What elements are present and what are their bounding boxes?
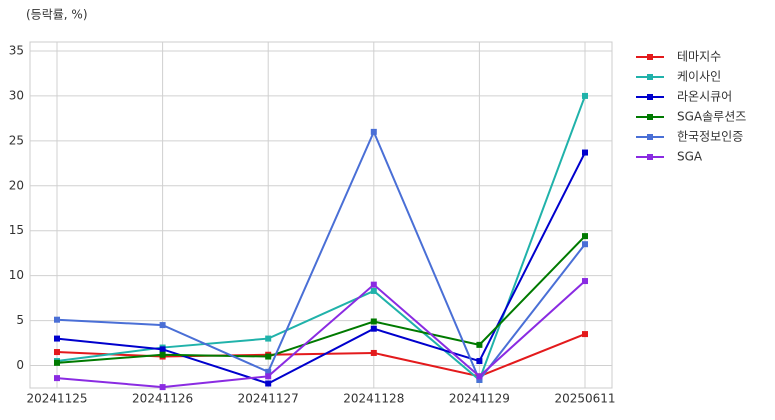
legend-marker	[647, 74, 653, 80]
point-marker	[476, 358, 483, 365]
legend-label: 케이사인	[677, 70, 721, 84]
point-marker	[159, 322, 166, 329]
legend-marker	[647, 94, 653, 100]
legend-label: 한국정보인증	[677, 130, 743, 144]
legend-marker	[647, 154, 653, 160]
point-marker	[370, 325, 377, 332]
point-marker	[370, 349, 377, 356]
point-marker	[265, 380, 272, 387]
y-tick-label: 20	[9, 178, 24, 192]
legend-label: 테마지수	[677, 50, 721, 64]
point-marker	[265, 335, 272, 342]
point-marker	[476, 376, 483, 383]
point-marker	[370, 128, 377, 135]
point-marker	[54, 349, 60, 356]
chart-title: (등락률, %)	[26, 8, 88, 22]
point-marker	[582, 278, 588, 285]
point-marker	[582, 149, 588, 156]
legend-marker	[647, 134, 653, 140]
point-marker	[370, 287, 377, 294]
y-tick-label: 25	[9, 133, 24, 147]
point-marker	[476, 341, 483, 348]
x-tick-label: 20241129	[449, 392, 510, 406]
series-line	[56, 129, 586, 382]
point-marker	[54, 359, 60, 366]
x-tick-label: 20241127	[238, 392, 299, 406]
x-tick-label: 20250611	[554, 392, 615, 406]
y-tick-label: 5	[16, 313, 24, 327]
y-tick-label: 10	[9, 268, 24, 282]
legend-marker	[647, 114, 653, 120]
x-tick-label: 20241126	[132, 392, 193, 406]
point-marker	[265, 353, 272, 360]
series-line	[56, 152, 586, 385]
point-marker	[370, 318, 377, 325]
point-marker	[54, 375, 60, 382]
point-marker	[54, 316, 60, 323]
legend-label: 라온시큐어	[677, 90, 732, 104]
point-marker	[582, 92, 588, 99]
point-marker	[370, 281, 377, 288]
point-marker	[54, 335, 60, 342]
point-marker	[159, 351, 166, 358]
point-marker	[582, 233, 588, 240]
series-line	[56, 235, 586, 364]
x-tick-label: 20241128	[343, 392, 404, 406]
y-tick-label: 30	[9, 88, 24, 102]
point-marker	[582, 331, 588, 338]
legend-label: SGA솔루션즈	[677, 110, 746, 124]
y-tick-label: 0	[16, 358, 24, 372]
y-tick-label: 15	[9, 223, 24, 237]
plot-area	[29, 41, 613, 389]
point-marker	[476, 373, 483, 380]
point-marker	[265, 373, 272, 380]
point-marker	[159, 384, 166, 391]
x-tick-label: 20241125	[26, 392, 87, 406]
point-marker	[159, 346, 166, 353]
point-marker	[265, 368, 272, 375]
legend-label: SGA	[677, 150, 703, 164]
series-line	[56, 95, 586, 382]
series-line	[56, 280, 586, 389]
legend-marker	[647, 54, 653, 60]
y-tick-label: 35	[9, 43, 24, 57]
point-marker	[582, 241, 588, 248]
